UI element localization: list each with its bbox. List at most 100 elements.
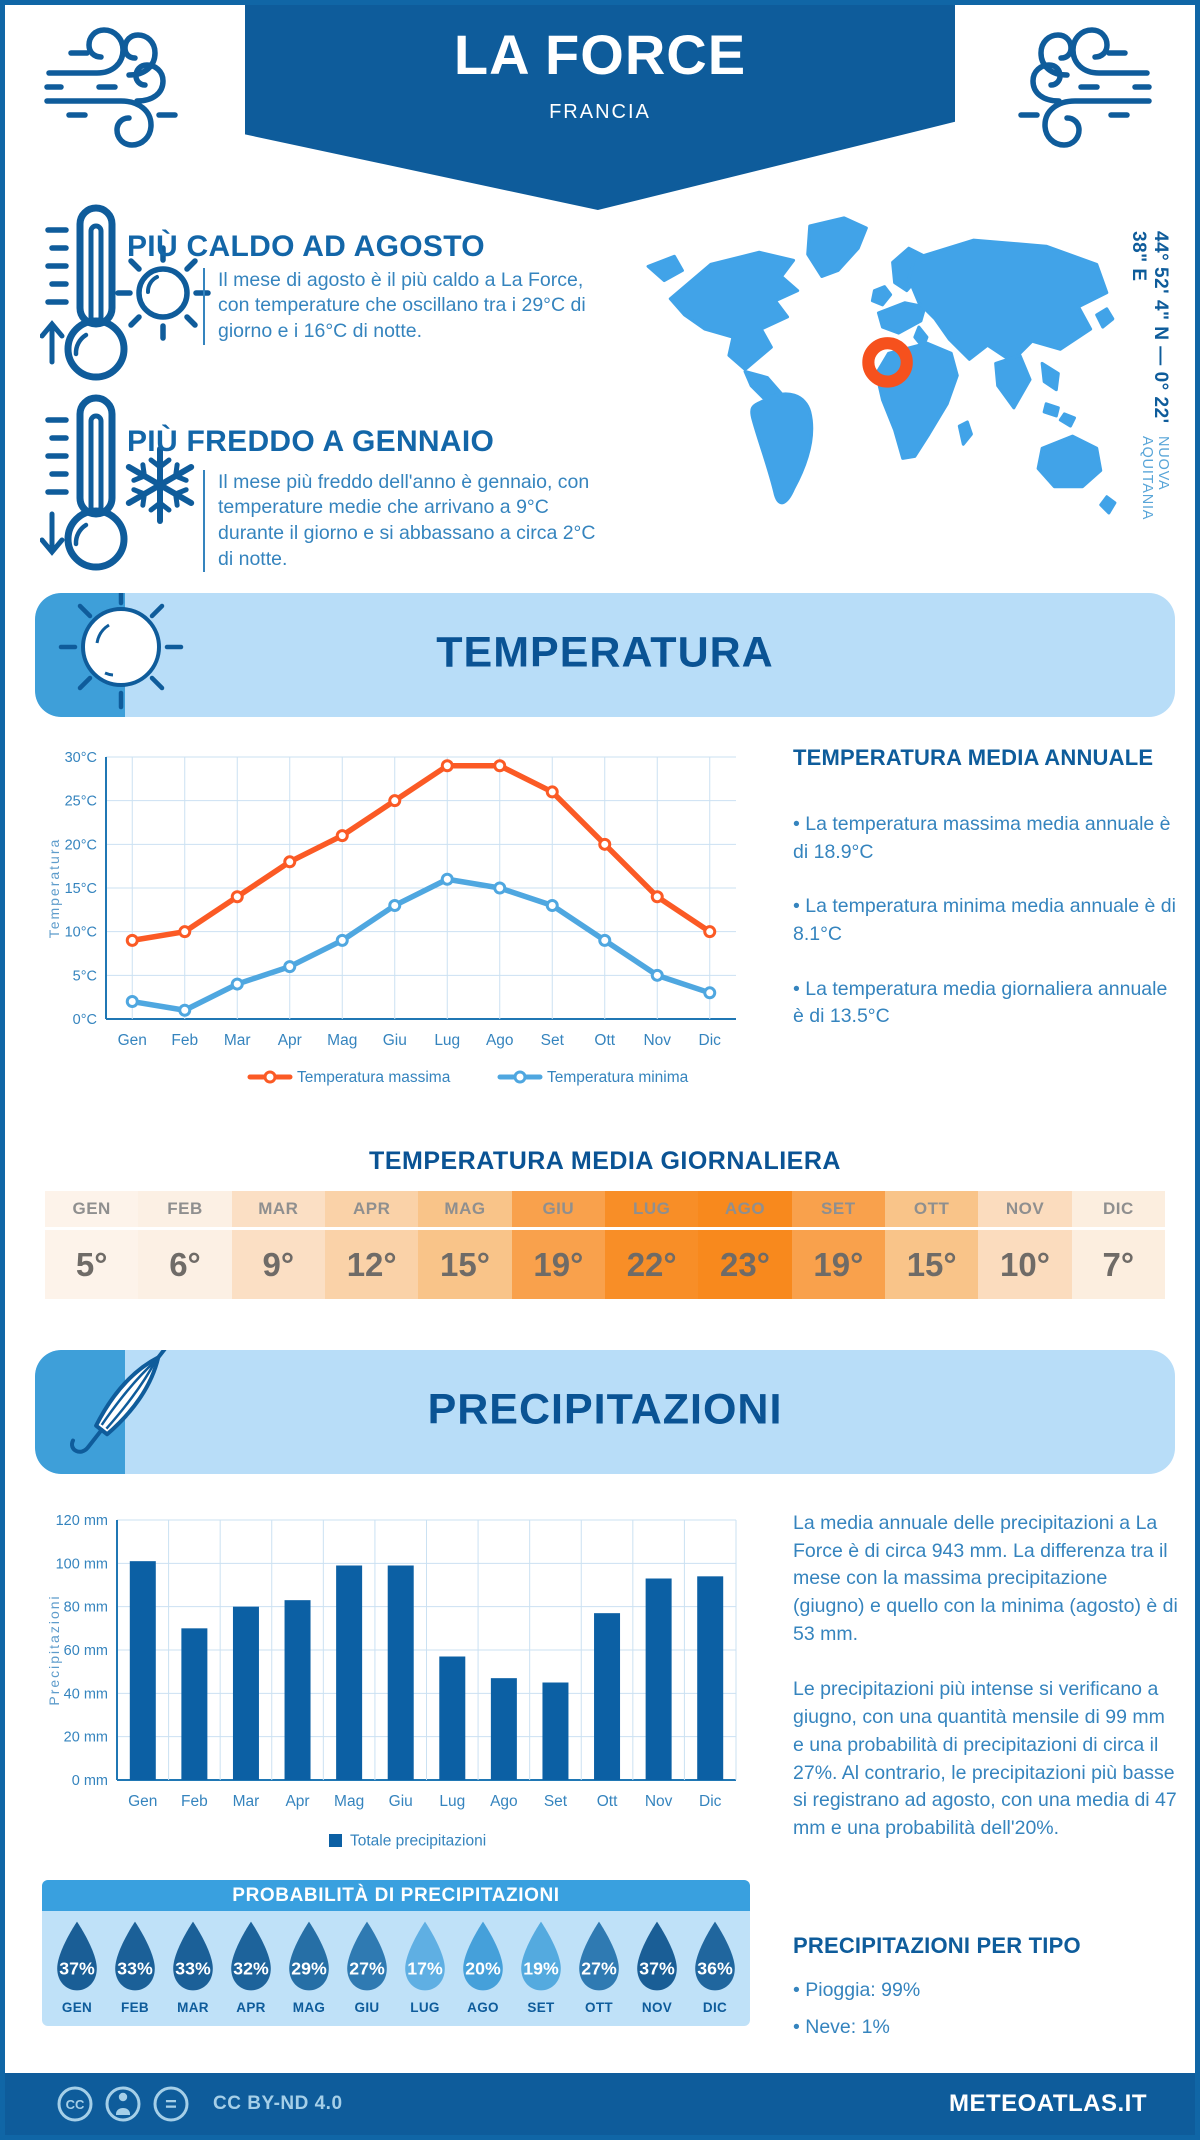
page-title: LA FORCE (453, 23, 747, 86)
droplet-month-label: GIU (354, 2000, 380, 2015)
region-text: NUOVA AQUITANIA (1139, 436, 1171, 521)
svg-text:Mag: Mag (327, 1032, 357, 1049)
precipitation-text-panel: La media annuale delle precipitazioni a … (793, 1510, 1181, 1870)
table-value-cell: 15° (885, 1230, 979, 1299)
svg-text:Dic: Dic (699, 1793, 722, 1810)
svg-text:80 mm: 80 mm (64, 1600, 108, 1616)
header-banner: LA FORCE FRANCIA (245, 5, 955, 210)
nd-icon: = (165, 2094, 177, 2116)
droplet-month-label: MAG (292, 2000, 326, 2015)
table-month-cell: GEN (45, 1191, 139, 1230)
umbrella-icon (70, 1350, 167, 1454)
annual-bullet: • La temperatura minima media annuale è … (793, 895, 1176, 946)
probability-droplet: 17% LUG (398, 1919, 452, 2015)
cc-icon: CC (66, 2097, 85, 2112)
coordinates-text: 44° 52' 4" N — 0° 22' 38" E (1128, 231, 1171, 424)
droplet-icon: 17% (405, 1921, 445, 1991)
table-value-cell: 12° (325, 1230, 419, 1299)
svg-text:Feb: Feb (171, 1032, 198, 1049)
svg-text:Mag: Mag (334, 1793, 364, 1810)
table-value-cell: 6° (138, 1230, 232, 1299)
table-value-cell: 22° (605, 1230, 699, 1299)
svg-text:17%: 17% (407, 1959, 443, 1979)
droplet-icon: 32% (231, 1921, 271, 1991)
table-value-cell: 9° (231, 1230, 325, 1299)
table-month-cell: NOV (978, 1191, 1072, 1230)
svg-text:Lug: Lug (439, 1793, 465, 1810)
droplet-month-label: AGO (467, 2000, 499, 2015)
table-value-cell: 23° (698, 1230, 792, 1299)
droplet-icon: 27% (347, 1921, 387, 1991)
precipitation-probability-panel: PROBABILITÀ DI PRECIPITAZIONI 37% GEN 33% F… (42, 1880, 750, 2026)
svg-text:0°C: 0°C (73, 1012, 97, 1028)
svg-text:Precipitazioni: Precipitazioni (46, 1594, 62, 1705)
svg-text:Set: Set (541, 1032, 565, 1049)
probability-droplets: 37% GEN 33% FEB 33% MAR 32% APR 29% MAG 27% GIU 17% L… (42, 1911, 750, 2015)
svg-text:Ott: Ott (594, 1032, 615, 1049)
thermometer-snow-icon (40, 394, 202, 571)
svg-text:Mar: Mar (224, 1032, 251, 1049)
probability-droplet: 33% MAR (166, 1919, 220, 2015)
svg-text:Totale precipitazioni: Totale precipitazioni (350, 1833, 486, 1850)
droplet-month-label: OTT (585, 2000, 613, 2015)
annual-bullet: • La temperatura massima media annuale è… (793, 813, 1171, 863)
daily-table-title: TEMPERATURA MEDIA GIORNALIERA (369, 1147, 841, 1175)
precipitation-section-title: PRECIPITAZIONI (427, 1385, 783, 1434)
svg-text:37%: 37% (639, 1959, 675, 1979)
droplet-month-label: DIC (702, 2000, 728, 2015)
probability-droplet: 27% GIU (340, 1919, 394, 2015)
table-value-cell: 15° (418, 1230, 512, 1299)
probability-droplet: 37% GEN (50, 1919, 104, 2015)
svg-text:Feb: Feb (181, 1793, 208, 1810)
droplet-icon: 29% (289, 1921, 329, 1991)
droplet-icon: 33% (115, 1921, 155, 1991)
probability-droplet: 19% SET (514, 1919, 568, 2015)
svg-text:27%: 27% (581, 1959, 617, 1979)
annual-temperature-panel: TEMPERATURA MEDIA ANNUALE • La temperatu… (793, 745, 1181, 1058)
svg-text:Set: Set (544, 1793, 568, 1810)
precipitation-section-header: PRECIPITAZIONI (35, 1350, 1175, 1474)
svg-text:19%: 19% (523, 1959, 559, 1979)
droplet-month-label: SET (527, 2000, 555, 2015)
svg-text:100 mm: 100 mm (56, 1556, 108, 1572)
table-value-cell: 19° (791, 1230, 885, 1299)
svg-text:Giu: Giu (383, 1032, 407, 1049)
temperature-section-title: TEMPERATURA (436, 628, 774, 677)
svg-text:0 mm: 0 mm (72, 1773, 108, 1789)
svg-text:33%: 33% (175, 1959, 211, 1979)
svg-text:32%: 32% (233, 1959, 269, 1979)
droplet-month-label: LUG (410, 2000, 440, 2015)
annual-bullet: • La temperatura media giornaliera annua… (793, 977, 1168, 1028)
page-subtitle: FRANCIA (549, 101, 651, 123)
svg-text:27%: 27% (349, 1959, 385, 1979)
droplet-icon: 27% (579, 1921, 619, 1991)
droplet-icon: 33% (173, 1921, 213, 1991)
svg-text:Lug: Lug (434, 1032, 460, 1049)
probability-droplet: 20% AGO (456, 1919, 510, 2015)
table-value-cell: 19° (511, 1230, 605, 1299)
droplet-month-label: FEB (121, 2000, 149, 2015)
svg-text:Dic: Dic (699, 1032, 722, 1049)
coldest-title: PIÙ FREDDO A GENNAIO (127, 424, 495, 458)
coordinates-block: 44° 52' 4" N — 0° 22' 38" E NUOVA AQUITA… (1127, 231, 1171, 551)
cc-license-icons: CC = (57, 2086, 189, 2122)
droplet-month-label: NOV (641, 2000, 673, 2015)
svg-text:Mar: Mar (233, 1793, 260, 1810)
droplet-month-label: APR (236, 2000, 266, 2015)
svg-text:20 mm: 20 mm (64, 1730, 108, 1746)
svg-text:60 mm: 60 mm (64, 1643, 108, 1659)
location-marker (862, 337, 913, 388)
precipitation-type-title: PRECIPITAZIONI PER TIPO (793, 1933, 1081, 1958)
probability-droplet: 33% FEB (108, 1919, 162, 2015)
footer: CC = CC BY-ND 4.0 METEOATLAS.IT (5, 2073, 1195, 2135)
svg-text:37%: 37% (59, 1959, 95, 1979)
svg-text:30°C: 30°C (65, 750, 97, 766)
droplet-icon: 19% (521, 1921, 561, 1991)
world-map (646, 216, 1117, 515)
site-name: METEOATLAS.IT (948, 2090, 1147, 2117)
table-month-cell: AGO (698, 1191, 792, 1230)
temperature-chart: 0°C 5°C 10°C 15°C 20°C 25°C 30°C Gen Feb Mar Apr Ma… (46, 750, 736, 1086)
svg-text:Apr: Apr (285, 1793, 309, 1810)
table-month-cell: OTT (885, 1191, 979, 1230)
